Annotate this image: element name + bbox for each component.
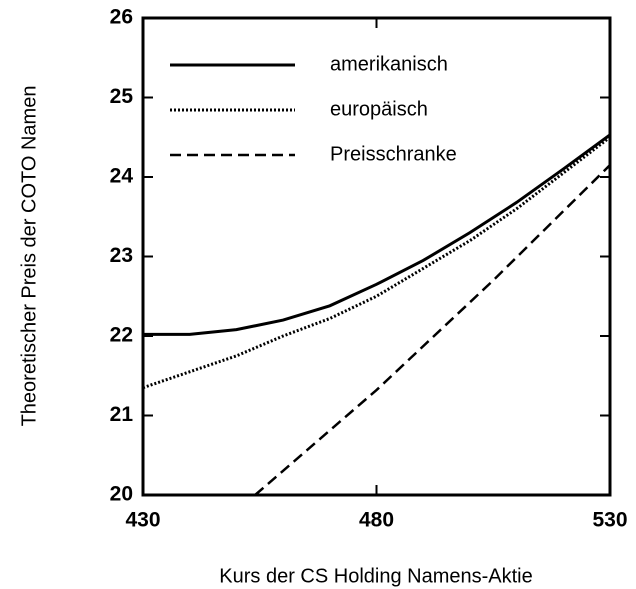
y-tick-label: 23	[110, 244, 133, 267]
plot-frame	[141, 16, 612, 497]
legend-label: Preisschranke	[330, 143, 457, 165]
data-line	[142, 136, 611, 390]
y-tick-label: 24	[110, 165, 134, 188]
data-line	[143, 133, 611, 336]
y-axis-label: Theoretischer Preis der COTO Namen	[18, 86, 40, 427]
y-tick-label: 22	[110, 324, 133, 347]
x-tick-label: 430	[125, 509, 160, 532]
x-axis-label: Kurs der CS Holding Namens-Aktie	[219, 565, 532, 587]
data-line	[254, 164, 611, 496]
x-tick-label: 530	[592, 509, 627, 532]
y-tick-label: 21	[110, 403, 134, 426]
legend-label: amerikanisch	[330, 53, 448, 75]
legend-label: europäisch	[330, 98, 428, 120]
y-tick-label: 26	[110, 6, 133, 29]
y-tick-label: 20	[110, 483, 133, 506]
x-tick-label: 480	[359, 509, 394, 532]
y-tick-label: 25	[110, 85, 134, 108]
